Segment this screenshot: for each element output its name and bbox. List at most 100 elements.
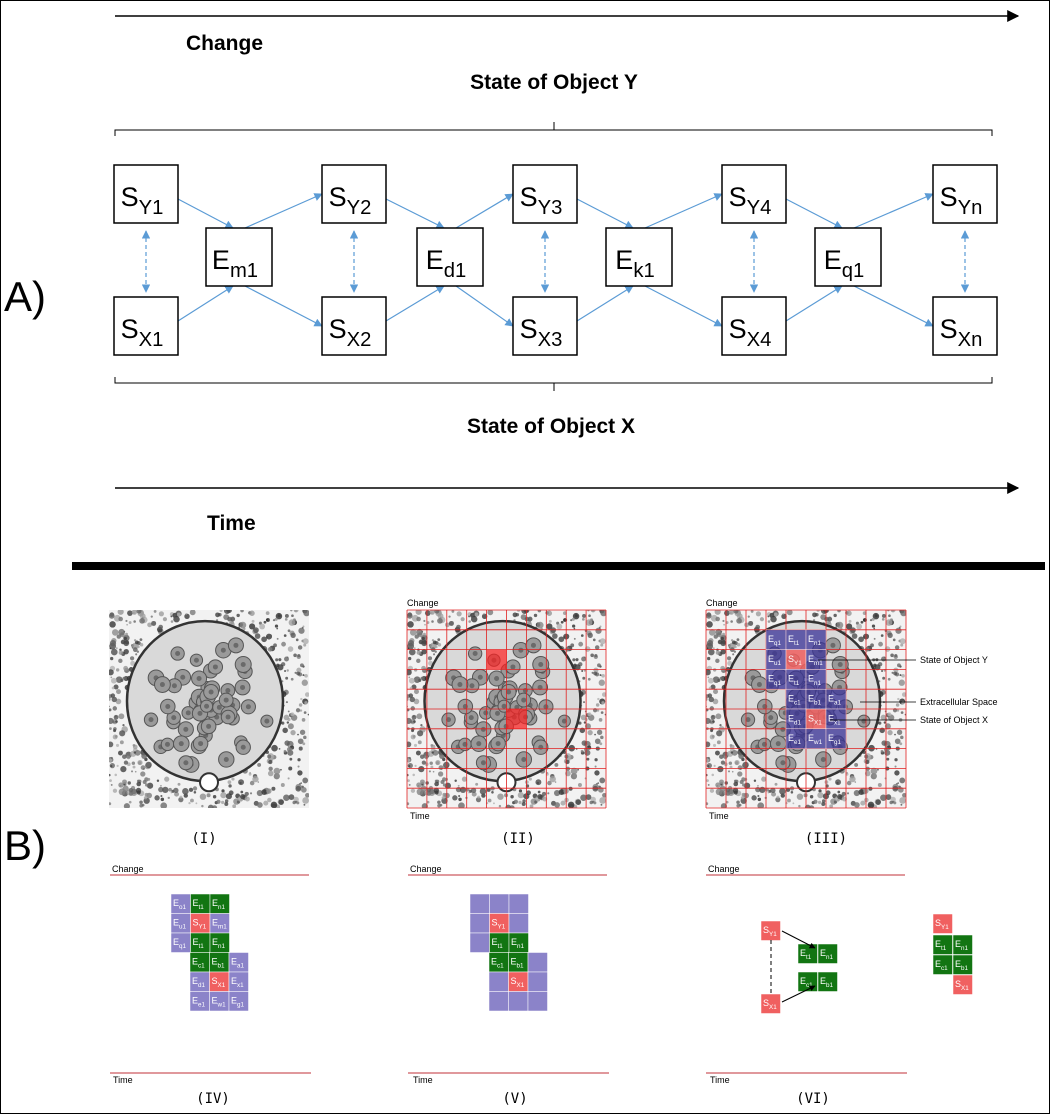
state-box-sy3-border <box>512 164 578 224</box>
cell-iii-eq1-0-0-label: Eq1 <box>768 634 782 647</box>
annotation-extracellular: Extracellular Space <box>920 697 998 707</box>
state-box-sy3-label: SY3 <box>520 182 563 219</box>
event-box-em1: Em1 <box>205 227 273 287</box>
cell-iv-eg1-5-2: Eg1 <box>228 991 249 1012</box>
object-x-title: State of Object X <box>467 415 635 438</box>
cell-iv-eb1-3-1: Eb1 <box>209 952 230 973</box>
event-box-em1-border <box>205 227 273 287</box>
cell-vi-eb1-label: Eb1 <box>820 976 834 989</box>
cell-iii-sy1-1-1-label: SY1 <box>788 654 802 667</box>
cell-iii-en1-2-2: En1 <box>805 669 827 690</box>
cell-vi-r-et1-label: Et1 <box>935 939 947 952</box>
cell-iv-eu1-1-0-label: Eu1 <box>173 918 187 931</box>
flow-arrow-event-to-top-4 <box>853 193 934 229</box>
cell-iv-ew1-5-1-label: Ew1 <box>212 996 227 1009</box>
state-box-syn-label: SYn <box>940 182 983 219</box>
cell-v-blank-2-0-fill <box>469 932 490 953</box>
cell-vi-r-eb1-fill <box>952 954 973 975</box>
cell-vi-eb1-fill <box>817 971 838 992</box>
cell-iii-eu1-1-0: Eu1 <box>765 649 787 670</box>
flow-arrow-bottom-to-event-2 <box>385 285 445 322</box>
cell-v-eb1-3-1: Eb1 <box>508 952 529 973</box>
state-box-sx2-label: SX2 <box>329 314 372 351</box>
cell-iv-ec1-3-0: Ec1 <box>189 952 210 973</box>
flow-arrow-bottom-to-event-3 <box>576 285 634 322</box>
cell-iii-sx1-4-1-label: SX1 <box>808 713 822 726</box>
event-box-ek1-label: Ek1 <box>615 245 654 282</box>
cell-v-blank-0-0 <box>469 893 490 914</box>
flow-arrows <box>141 193 970 327</box>
change-axis-label: Change <box>186 32 263 55</box>
flow-arrow-bottom-to-event-4 <box>785 285 843 322</box>
cell-iii-em1-1-2: Em1 <box>805 649 827 670</box>
cell-iii-ea1-3-2-label: Ea1 <box>828 693 842 706</box>
object-y-brace <box>114 122 993 136</box>
panel-iv-axes: Change Time <box>110 864 311 1085</box>
cell-iii-ec1-3-0-label: Ec1 <box>788 693 801 706</box>
flow-arrow-event-to-top-2 <box>455 193 514 229</box>
state-box-sx2: SX2 <box>321 296 387 356</box>
cell-iv-en1-0-2: En1 <box>209 893 230 914</box>
micrograph-image-i <box>109 610 309 808</box>
cell-vi-eb1: Eb1 <box>817 971 838 992</box>
annotation-object-y: State of Object Y <box>920 655 988 665</box>
cell-vi-r-en1: En1 <box>952 934 973 955</box>
cell-vi-r-sx1: SX1 <box>952 974 973 995</box>
panel-separator <box>72 562 1045 570</box>
cell-iv-ee1-5-0: Ee1 <box>189 991 210 1012</box>
state-box-sx4: SX4 <box>721 296 787 356</box>
cell-iii-ex1-4-2: Ex1 <box>825 708 847 730</box>
state-box-syn-border <box>932 164 998 224</box>
panel-b-label: B) <box>4 822 46 869</box>
state-box-sy2-label: SY2 <box>329 182 372 219</box>
cell-v-en1-2-2-label: En1 <box>511 937 525 950</box>
cell-iii-et1-2-1-label: Et1 <box>788 674 800 687</box>
flow-arrow-top-to-event-2 <box>385 198 445 229</box>
state-box-sx4-label: SX4 <box>729 314 772 351</box>
state-box-sy1: SY1 <box>113 164 179 224</box>
state-box-sx1-border <box>113 296 179 356</box>
cell-iii-eq1-0-0: Eq1 <box>765 629 787 650</box>
cell-vi-en1: En1 <box>817 943 838 964</box>
cell-v-blank-4-0-fill <box>488 971 509 992</box>
annotation-object-x: State of Object X <box>920 715 988 725</box>
cell-v-blank-5-2-fill <box>527 991 548 1012</box>
cell-v-sy1-1-1: SY1 <box>489 913 510 934</box>
state-box-sxn-border <box>932 296 998 356</box>
cell-vi-r-eb1-label: Eb1 <box>955 959 969 972</box>
cell-iii-ew1-5-1-label: Ew1 <box>808 733 823 746</box>
cell-iii-eu1-1-0-label: Eu1 <box>768 654 782 667</box>
change-label-v: Change <box>410 864 442 874</box>
cell-iv-ew1-5-1: Ew1 <box>209 991 230 1012</box>
cell-vi-r-ec1: Ec1 <box>932 954 953 975</box>
time-label-vi: Time <box>710 1075 730 1085</box>
time-label-iv: Time <box>113 1075 133 1085</box>
cell-iv-eu1-1-0: Eu1 <box>170 913 191 934</box>
object-x-brace <box>114 377 993 391</box>
cell-iv-et1-0-1: Et1 <box>190 893 211 914</box>
cell-iii-sy1-1-1: SY1 <box>785 649 807 670</box>
cell-iii-ec1-3-0: Ec1 <box>785 688 807 710</box>
flow-arrow-event-to-bottom-3 <box>644 285 723 327</box>
cell-iv-eb1-3-1-label: Eb1 <box>212 957 226 970</box>
state-box-sx1-label: SX1 <box>121 314 164 351</box>
cell-iii-ex1-4-2-label: Ex1 <box>828 713 841 726</box>
cell-vi-en1-label: En1 <box>820 948 834 961</box>
cell-v-blank-0-2-fill <box>508 893 529 914</box>
cell-v-blank-0-0-fill <box>469 893 490 914</box>
cell-iv-et1-0-1-label: Et1 <box>193 898 205 911</box>
state-box-sy4-border <box>721 164 787 224</box>
cell-iv-en1-0-2-label: En1 <box>212 898 226 911</box>
state-box-sy1-label: SY1 <box>121 182 164 219</box>
cell-grid-iv: Eo1 Et1 En1 Eu1 SY1 Em1 Eq1 Et1 En1 Ec1 Eb1 Ea1 Ed1 S… <box>170 893 249 1012</box>
flow-arrow-event-to-top-1 <box>244 193 323 229</box>
grid-overlay-iii: Eq1 Et1 En1 Eu1 SY1 Em1 Eq1 Et1 En1 Ec1 Eb1 Ea1 Ed1 S… <box>705 609 907 809</box>
event-box-ed1-label: Ed1 <box>426 245 467 282</box>
cell-v-blank-1-0-fill <box>469 913 490 934</box>
cell-iv-eq1-2-0: Eq1 <box>170 932 191 953</box>
cell-iii-en1-0-2-label: En1 <box>808 634 822 647</box>
event-box-ed1: Ed1 <box>416 227 484 287</box>
cell-iii-em1-1-2-label: Em1 <box>808 654 823 667</box>
